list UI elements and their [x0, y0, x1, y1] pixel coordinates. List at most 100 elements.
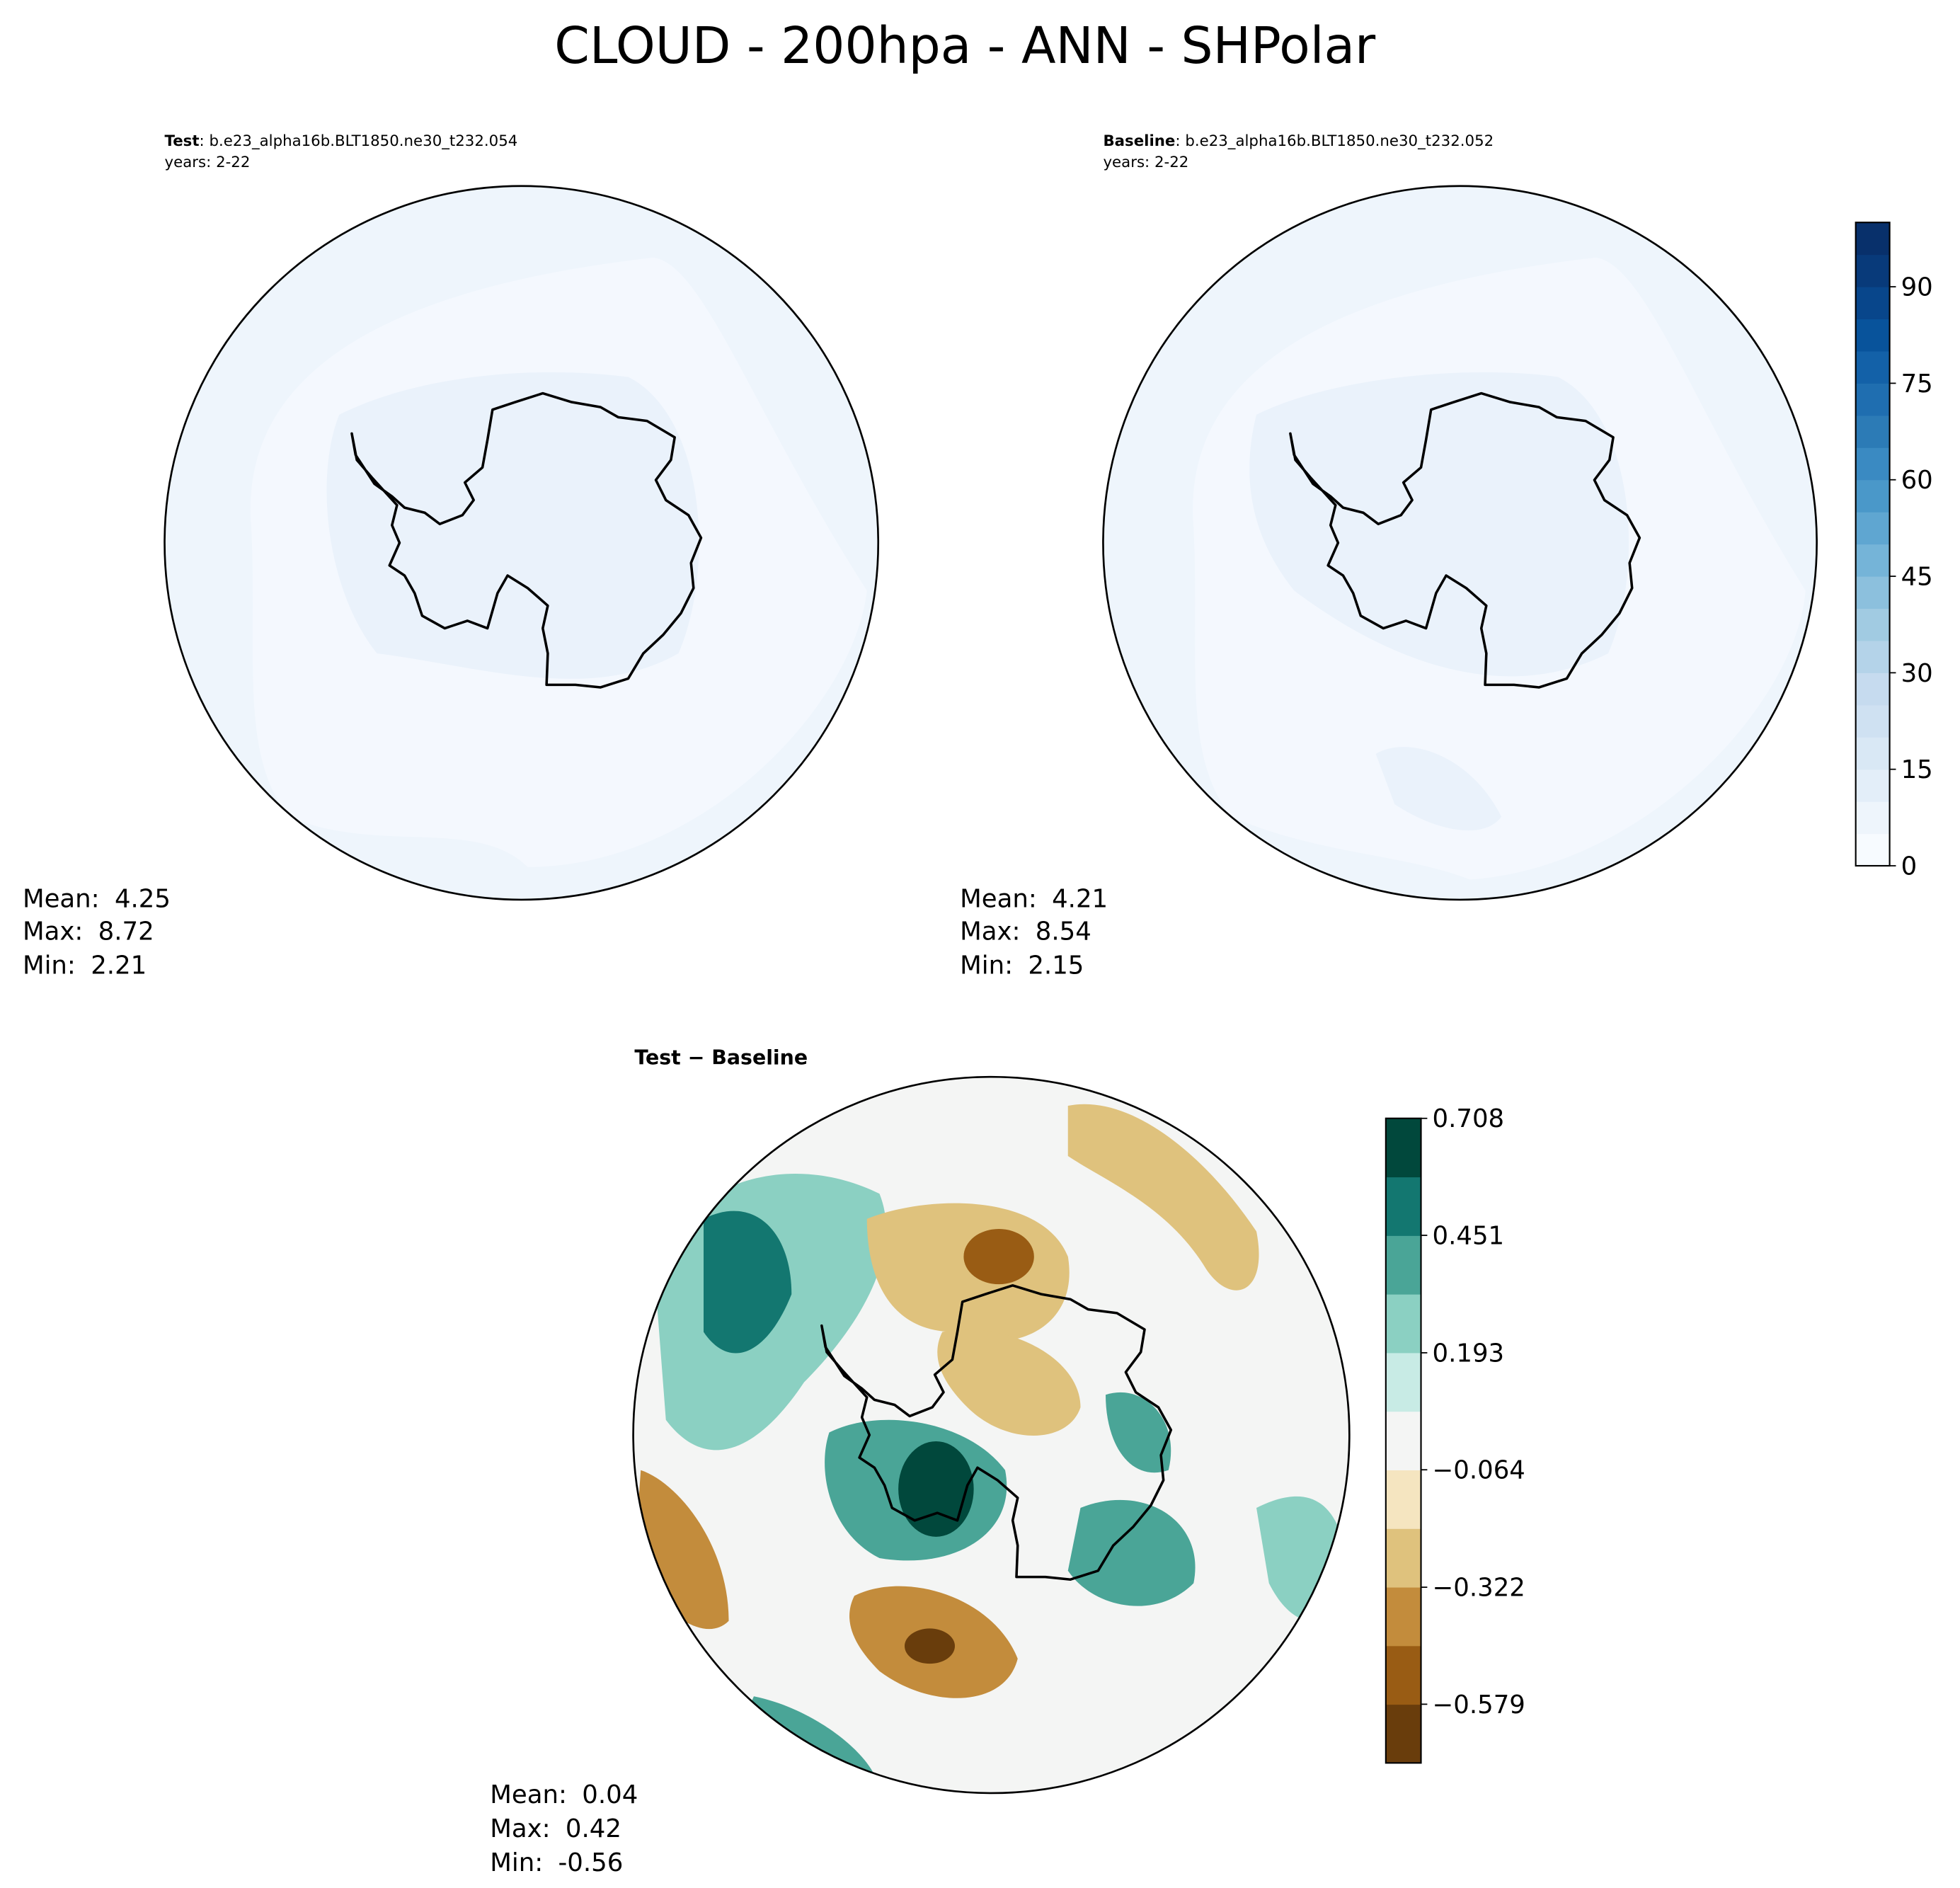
panel-title: Test: b.e23_alpha16b.BLT1850.ne30_t232.0…	[165, 132, 518, 150]
stat: Min: 2.21	[23, 951, 147, 980]
figure-title: CLOUD - 200hpa - ANN - SHPolar	[554, 16, 1376, 75]
map-contour	[905, 1628, 955, 1664]
stat-label: Mean:	[490, 1780, 567, 1809]
colorbar-frame	[1385, 1117, 1422, 1764]
panel-title: Baseline: b.e23_alpha16b.BLT1850.ne30_t2…	[1103, 132, 1494, 150]
stat-value: 0.04	[582, 1780, 638, 1809]
colorbar-band	[1385, 1587, 1421, 1647]
colorbar-band	[1855, 608, 1890, 641]
colorbar-frame	[1855, 222, 1891, 867]
map-contour	[704, 1211, 792, 1354]
colorbar-band	[1385, 1352, 1421, 1412]
stat: Max: 8.72	[23, 917, 154, 946]
colorbar-band	[1855, 415, 1890, 448]
stat-value: 4.21	[1052, 885, 1108, 914]
map	[633, 1077, 1350, 1793]
map-contour	[937, 1329, 1081, 1436]
colorbar-band	[1855, 673, 1890, 706]
stat-value: 8.54	[1036, 917, 1091, 946]
colorbar-band	[1855, 222, 1890, 256]
colorbar-tick-label: −0.579	[1433, 1690, 1525, 1720]
panel-title: Test − Baseline	[634, 1046, 808, 1069]
colorbar-tick-label: 75	[1901, 370, 1933, 399]
colorbar-band	[1385, 1177, 1421, 1236]
stat-label: Min:	[23, 951, 76, 980]
stat-label: Max:	[23, 917, 83, 946]
colorbar-tick-label: 0	[1901, 852, 1918, 881]
colorbar-band	[1855, 447, 1890, 481]
stat: Mean: 4.21	[960, 885, 1108, 914]
panel-case: : b.e23_alpha16b.BLT1850.ne30_t232.054	[200, 132, 518, 150]
panel-label: Baseline	[1103, 132, 1175, 150]
colorbar-band	[1855, 512, 1890, 545]
stat-value: 2.21	[91, 951, 147, 980]
stat-value: 0.42	[566, 1814, 621, 1843]
stat: Max: 8.54	[960, 917, 1091, 946]
colorbar-band	[1855, 737, 1890, 770]
colorbar-band	[1385, 1470, 1421, 1529]
stat-label: Min:	[960, 951, 1013, 980]
colorbar-band	[1385, 1704, 1421, 1763]
colorbar-band	[1855, 350, 1890, 384]
colorbar-tick-label: 90	[1901, 273, 1933, 302]
stat-label: Min:	[490, 1848, 543, 1877]
map-boundary	[164, 185, 880, 901]
stat: Min: -0.56	[490, 1848, 623, 1877]
colorbar-tick-label: 0.708	[1433, 1104, 1505, 1133]
colorbar-band	[1855, 319, 1890, 352]
colorbar-tick-label: −0.322	[1433, 1574, 1525, 1603]
colorbar-band	[1385, 1294, 1421, 1354]
colorbar-band	[1385, 1645, 1421, 1705]
stat: Mean: 4.25	[23, 885, 171, 914]
map-boundary	[632, 1075, 1351, 1795]
colorbar-tick-label: 15	[1901, 755, 1933, 784]
stat-value: -0.56	[558, 1848, 624, 1877]
map-contour	[963, 1228, 1034, 1285]
colorbar-band	[1855, 479, 1890, 513]
colorbar-band	[1855, 254, 1890, 287]
map-boundary	[1102, 185, 1818, 901]
colorbar-tick-label: 0.451	[1433, 1221, 1505, 1250]
stat: Mean: 0.04	[490, 1780, 638, 1809]
colorbar-tick-label: 60	[1901, 466, 1933, 495]
colorbar-band	[1855, 704, 1890, 738]
map-contour	[1067, 1499, 1196, 1606]
stat-value: 2.15	[1028, 951, 1084, 980]
map-contour	[898, 1441, 974, 1537]
colorbar-band	[1855, 383, 1890, 416]
colorbar-band	[1385, 1235, 1421, 1295]
colorbar-band	[1855, 769, 1890, 802]
stat: Min: 2.15	[960, 951, 1084, 980]
panel-years: years: 2-22	[1103, 154, 1188, 171]
colorbar-band	[1855, 544, 1890, 577]
map	[1103, 185, 1817, 900]
colorbar-band	[1385, 1118, 1421, 1178]
stat-label: Max:	[960, 917, 1020, 946]
map	[164, 185, 878, 900]
colorbar-band	[1855, 801, 1890, 835]
colorbar-band	[1385, 1411, 1421, 1470]
map-contour	[1375, 747, 1502, 831]
stat-value: 4.25	[115, 885, 171, 914]
stat-value: 8.72	[98, 917, 154, 946]
map-contour	[1106, 1392, 1171, 1473]
colorbar-band	[1855, 576, 1890, 610]
stat-label: Mean:	[960, 885, 1037, 914]
colorbar-band	[1855, 640, 1890, 673]
map-contour	[1067, 1104, 1259, 1291]
colorbar-tick-label: 45	[1901, 562, 1933, 591]
colorbar-tick-label: 30	[1901, 659, 1933, 688]
stat-label: Max:	[490, 1814, 550, 1843]
stat: Max: 0.42	[490, 1814, 621, 1843]
panel-label: Test	[165, 132, 200, 150]
panel-case: : b.e23_alpha16b.BLT1850.ne30_t232.052	[1175, 132, 1494, 150]
colorbar-tick-label: −0.064	[1433, 1456, 1525, 1485]
panel-years: years: 2-22	[165, 154, 251, 171]
colorbar-band	[1855, 287, 1890, 320]
stat-label: Mean:	[23, 885, 100, 914]
colorbar-band	[1855, 833, 1890, 866]
colorbar-band	[1385, 1528, 1421, 1588]
colorbar-tick-label: 0.193	[1433, 1339, 1505, 1368]
